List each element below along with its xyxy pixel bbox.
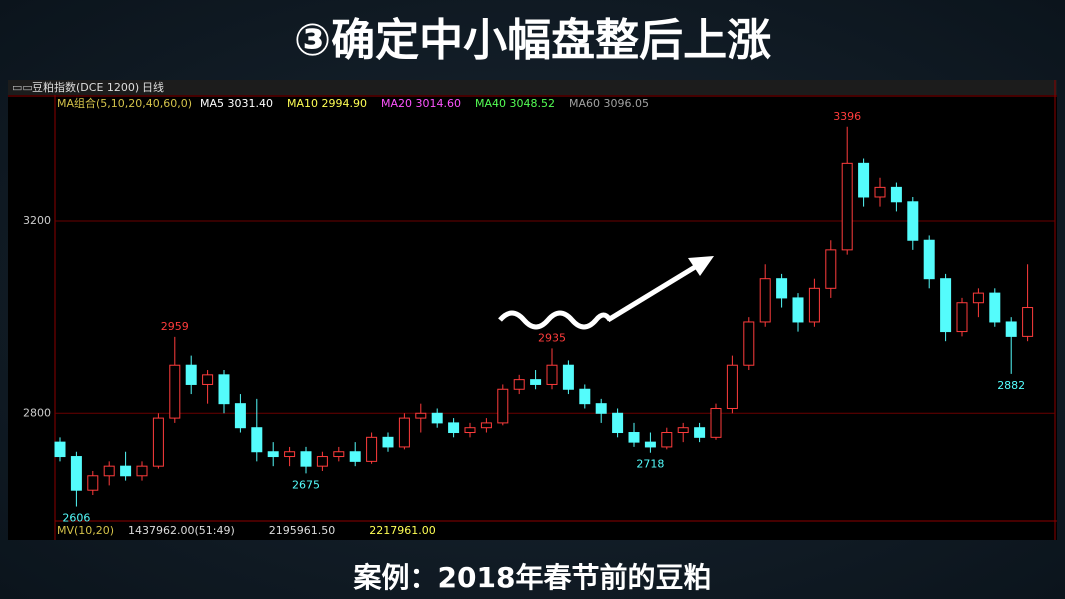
candle-body xyxy=(776,278,788,299)
volume-label: 2217961.00 xyxy=(369,524,435,537)
candle-body xyxy=(825,249,837,289)
y-tick-label: 3200 xyxy=(23,214,51,227)
candle-body xyxy=(136,465,148,477)
candle-body xyxy=(251,427,263,453)
candle-body xyxy=(972,292,984,304)
candle-body xyxy=(726,364,738,409)
candle-body xyxy=(923,239,935,280)
indicator-label: MA10 2994.90 xyxy=(287,97,367,110)
indicator-title: MA组合(5,10,20,40,60,0) xyxy=(57,96,192,110)
header-bar xyxy=(8,80,1057,95)
symbol-icon: ▭▭ xyxy=(12,81,33,94)
candle-body xyxy=(218,374,230,405)
candle-body xyxy=(120,465,132,477)
candle-body xyxy=(644,441,656,448)
extreme-label: 2959 xyxy=(161,320,189,333)
candle-body xyxy=(185,364,197,385)
candle-body xyxy=(70,456,82,491)
candle-body xyxy=(316,456,328,467)
candle-body xyxy=(612,412,624,434)
extreme-label: 2718 xyxy=(636,458,664,471)
candle-body xyxy=(792,297,804,323)
extreme-label: 2935 xyxy=(538,331,566,344)
extreme-label: 2882 xyxy=(997,379,1025,392)
candle-body xyxy=(152,417,164,467)
arrow-head xyxy=(688,256,714,276)
candle-body xyxy=(398,417,410,448)
chart: ▭▭ 豆粕指数(DCE 1200) 日线 MA组合(5,10,20,40,60,… xyxy=(8,80,1057,540)
candle-body xyxy=(1022,307,1034,337)
chart-background xyxy=(8,80,1057,540)
volume-title: MV(10,20) xyxy=(57,524,114,537)
indicator-label: MA5 3031.40 xyxy=(200,97,273,110)
candle-body xyxy=(940,278,952,333)
candle-body xyxy=(677,427,689,434)
candle-body xyxy=(874,186,886,198)
candle-body xyxy=(300,451,312,467)
extreme-label: 3396 xyxy=(833,110,861,123)
candle-body xyxy=(202,374,214,385)
candle-body xyxy=(890,186,902,203)
candle-body xyxy=(349,451,361,462)
candle-body xyxy=(989,292,1001,323)
candle-body xyxy=(234,403,246,429)
candle-body xyxy=(595,403,607,414)
candle-body xyxy=(431,412,443,424)
candle-body xyxy=(267,451,279,458)
symbol: 豆粕指数(DCE 1200) xyxy=(32,80,139,94)
extreme-label: 2675 xyxy=(292,478,320,491)
candle-body xyxy=(333,451,345,458)
indicator-label: MA40 3048.52 xyxy=(475,97,555,110)
candle-body xyxy=(103,465,115,477)
volume-label: 1437962.00(51:49) xyxy=(128,524,235,537)
period[interactable]: 日线 xyxy=(142,80,164,94)
candle-body xyxy=(546,364,558,385)
candle-body xyxy=(841,162,853,251)
candle-body xyxy=(530,379,542,385)
caption: 案例：2018年春节前的豆粕 xyxy=(353,561,712,594)
candle-body xyxy=(169,364,181,419)
candle-body xyxy=(284,451,296,458)
candle-body xyxy=(579,388,591,405)
candle-body xyxy=(562,364,574,390)
extreme-label: 2606 xyxy=(62,512,90,525)
y-tick-label: 2800 xyxy=(23,406,51,419)
volume-label: 2195961.50 xyxy=(269,524,335,537)
candle-body xyxy=(694,427,706,438)
indicator-legend: MA5 3031.40 MA10 2994.90 MA20 3014.60 MA40 … xyxy=(200,97,649,110)
candle-body xyxy=(710,407,722,438)
volume-legend: 1437962.00(51:49) 2195961.50 2217961.00 xyxy=(128,524,436,537)
candle-body xyxy=(1005,321,1017,337)
candle-body xyxy=(382,436,394,448)
candle-body xyxy=(661,432,673,448)
candle-body xyxy=(956,302,968,333)
candle-body xyxy=(513,379,525,390)
candle-body xyxy=(54,441,66,458)
indicator-label: MA20 3014.60 xyxy=(381,97,461,110)
rise-arrow xyxy=(606,261,702,323)
candle-body xyxy=(366,436,378,462)
candle-body xyxy=(858,162,870,198)
candle-body xyxy=(87,475,99,491)
slide-title: ③确定中小幅盘整后上涨 xyxy=(293,15,772,66)
candle-body xyxy=(759,278,771,323)
candle-body xyxy=(907,201,919,241)
candle-body xyxy=(628,432,640,443)
candle-body xyxy=(808,287,820,323)
candle-body xyxy=(464,427,476,434)
candle-body xyxy=(743,321,755,366)
candle-body xyxy=(480,422,492,429)
candle-body xyxy=(415,412,427,419)
consolidation-wave xyxy=(498,310,613,330)
candle-body xyxy=(448,422,460,434)
indicator-label: MA60 3096.05 xyxy=(569,97,649,110)
candle-body xyxy=(497,388,509,424)
